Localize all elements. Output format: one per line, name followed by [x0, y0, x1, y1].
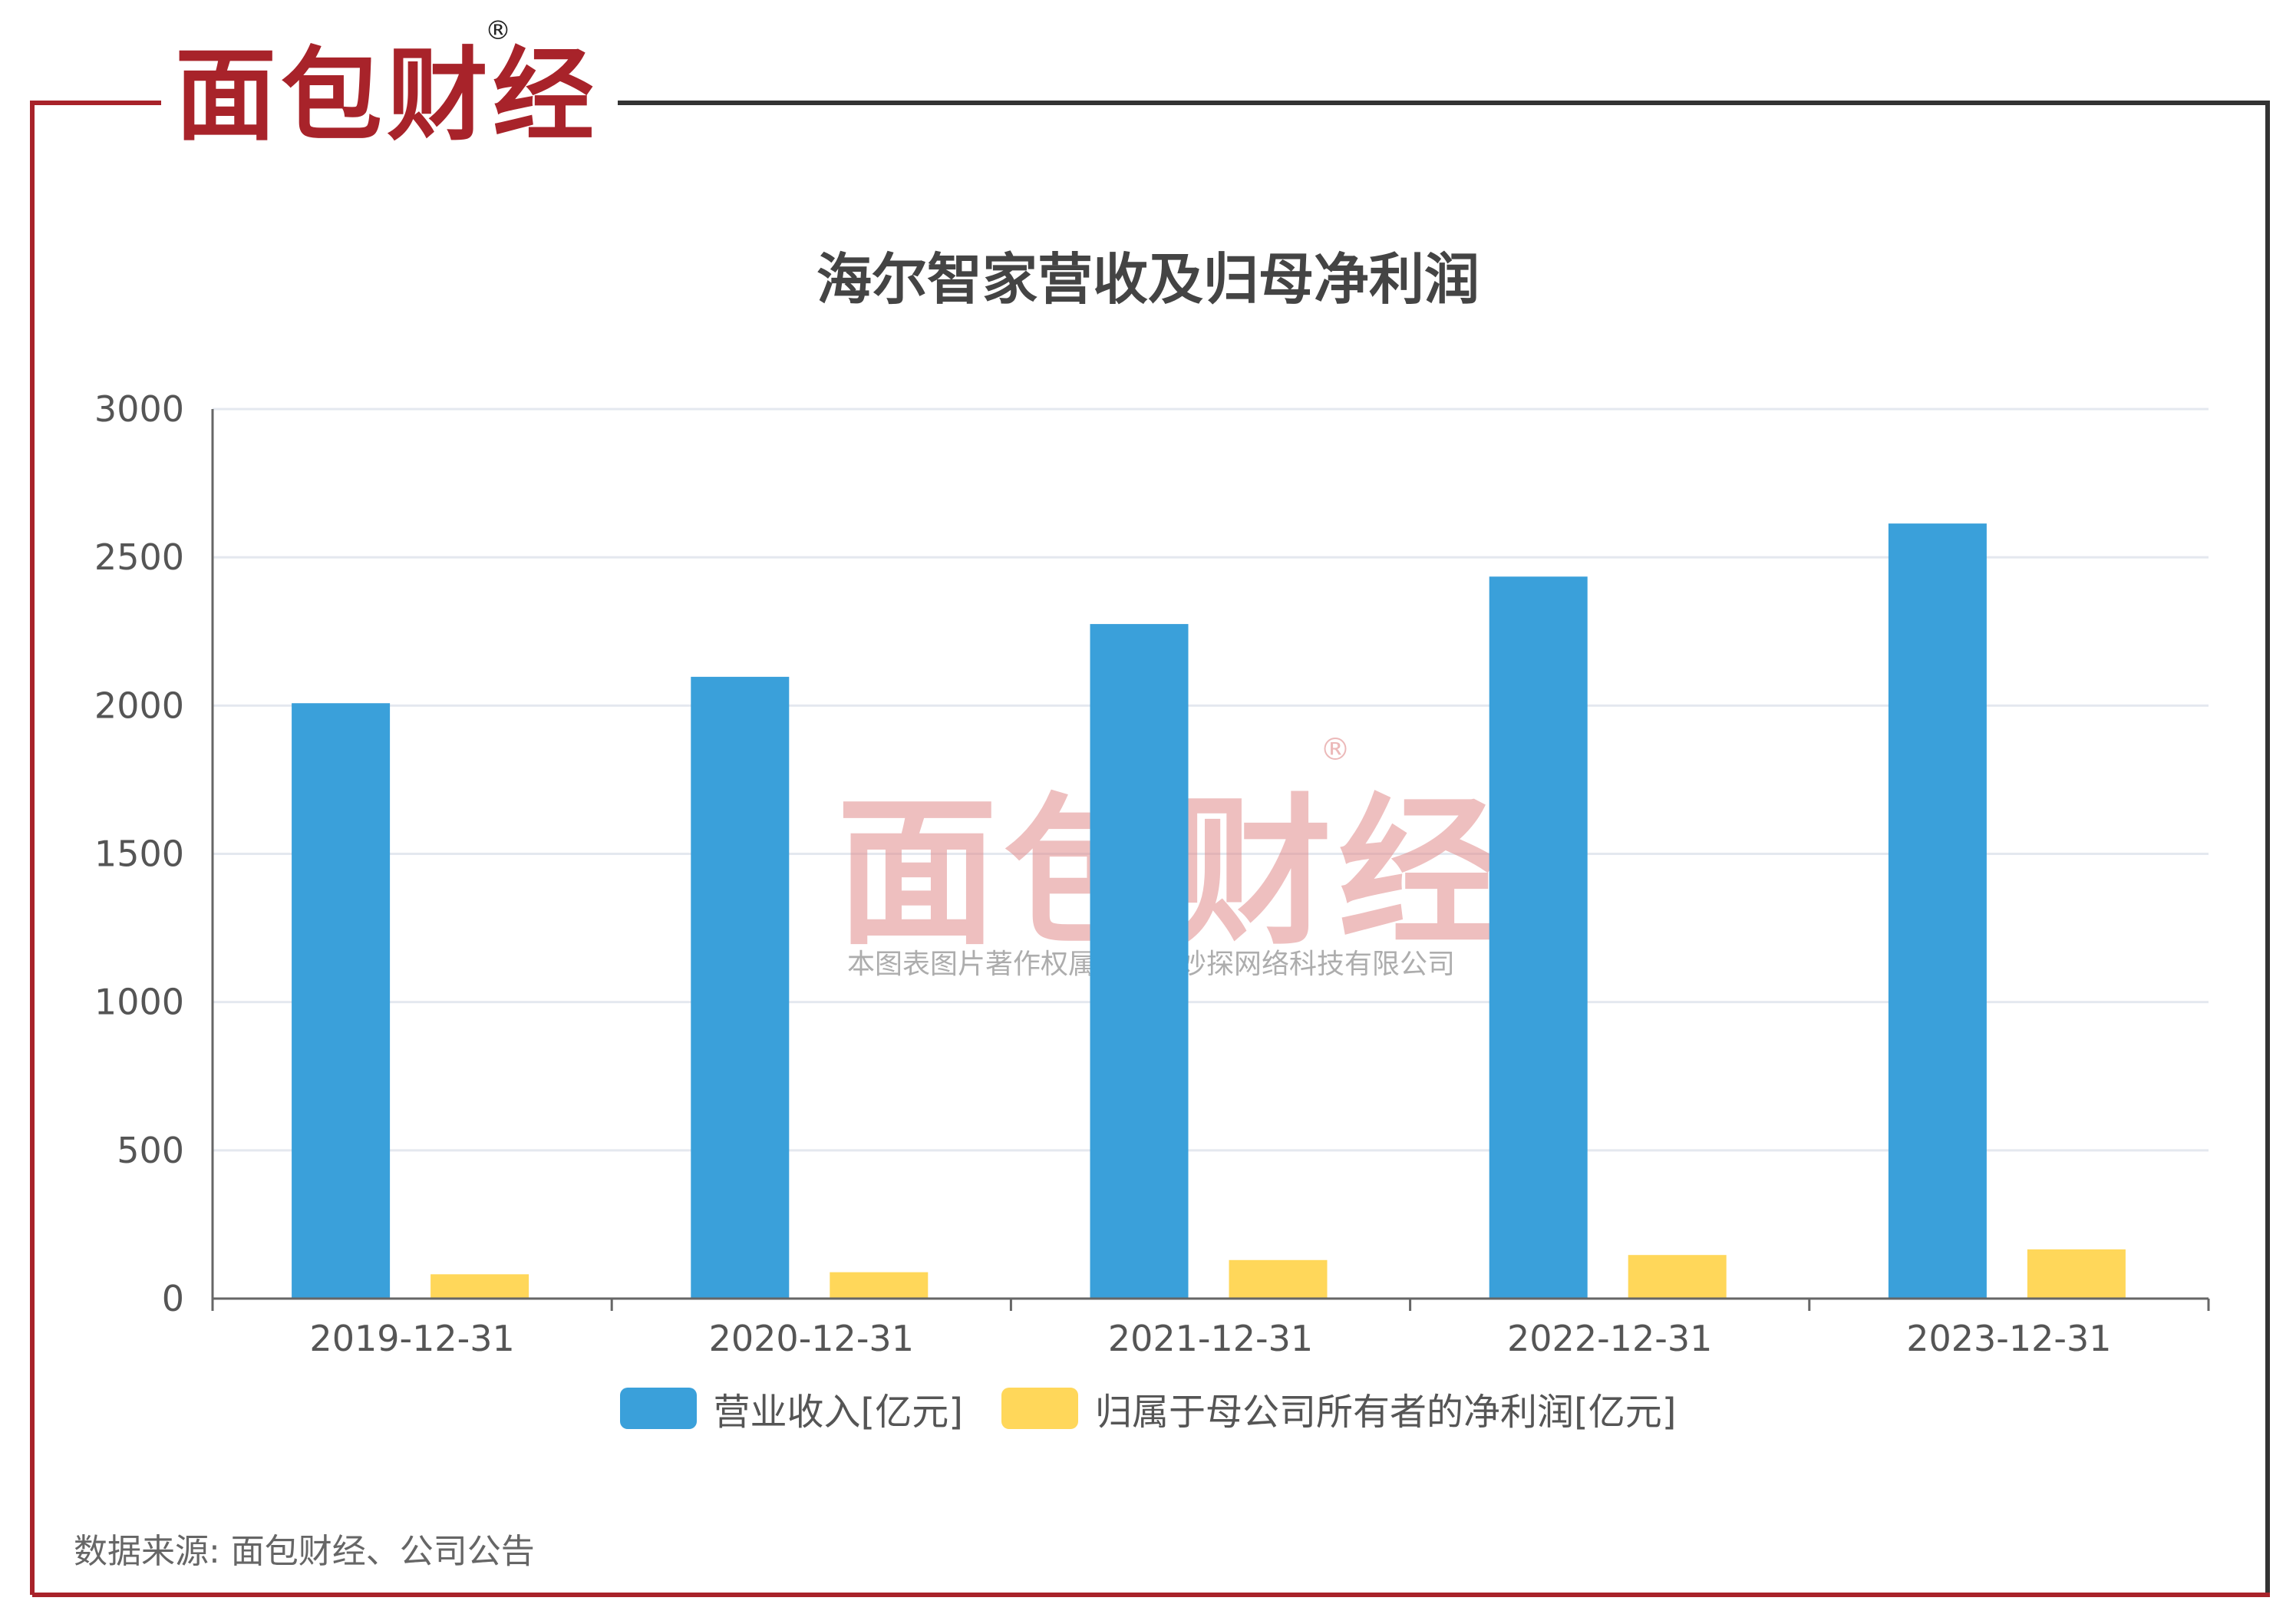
x-tick-label: 2022-12-31: [1507, 1318, 1712, 1359]
legend-swatch-profit: [1001, 1388, 1078, 1429]
bar-revenue: [292, 703, 391, 1299]
y-tick-label: 2000: [94, 685, 184, 726]
bar-profit: [1628, 1255, 1727, 1299]
x-tick-label: 2020-12-31: [709, 1318, 914, 1359]
brand-logo: 面包财经: [175, 31, 612, 161]
bar-profit: [430, 1274, 529, 1299]
legend: 营业收入[亿元] 归属于母公司所有者的净利润[亿元]: [0, 1381, 2296, 1435]
legend-swatch-revenue: [619, 1388, 697, 1429]
y-tick-label: 0: [162, 1278, 184, 1319]
legend-item-revenue[interactable]: 营业收入[亿元]: [619, 1381, 963, 1435]
bar-revenue: [691, 676, 790, 1299]
bar-profit: [2027, 1249, 2126, 1299]
legend-label-profit: 归属于母公司所有者的净利润[亿元]: [1095, 1391, 1677, 1434]
y-tick-label: 2500: [94, 536, 184, 578]
bar-profit: [830, 1272, 929, 1299]
bar-profit: [1229, 1259, 1328, 1299]
bar-revenue: [1489, 576, 1588, 1299]
data-source: 数据来源: 面包财经、公司公告: [74, 1532, 535, 1571]
bar-revenue: [1090, 624, 1189, 1299]
axis-layer: 0 500 1000 1500 2000 2500 3000 2019-12-31 2020-1…: [94, 388, 2210, 1359]
legend-label-revenue: 营业收入[亿元]: [713, 1391, 963, 1434]
x-tick-label: 2021-12-31: [1108, 1318, 1313, 1359]
y-tick-label: 1000: [94, 982, 184, 1023]
chart-title: 海尔智家营收及归母净利润: [816, 247, 1480, 312]
x-tick-label: 2023-12-31: [1906, 1318, 2111, 1359]
y-tick-label: 3000: [94, 388, 184, 430]
y-tick-label: 500: [117, 1130, 184, 1171]
brand-logo-text: 面包财经: [175, 37, 599, 155]
legend-item-profit[interactable]: 归属于母公司所有者的净利润[亿元]: [1001, 1381, 1676, 1435]
grid-layer: [213, 408, 2209, 1152]
registered-mark: ®: [485, 15, 511, 46]
bar-revenue: [1888, 523, 1987, 1299]
bars-layer: [292, 523, 2126, 1299]
x-tick-label: 2019-12-31: [309, 1318, 514, 1359]
y-tick-label: 1500: [94, 833, 184, 875]
watermark-registered-mark: ®: [1320, 732, 1351, 767]
